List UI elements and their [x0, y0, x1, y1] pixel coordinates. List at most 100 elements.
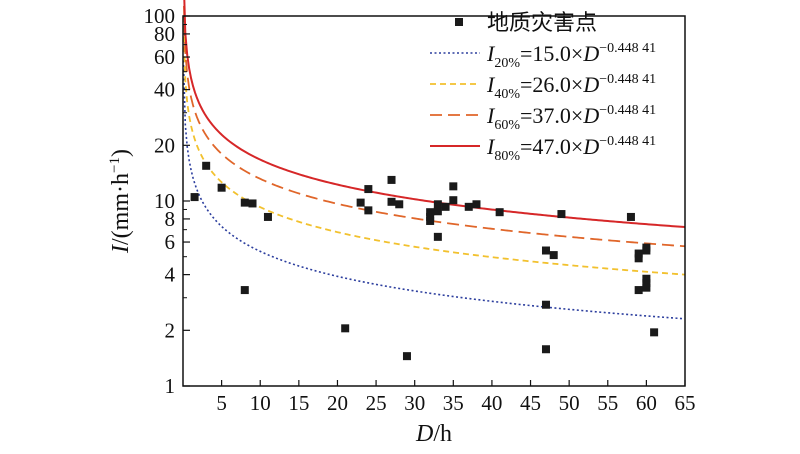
x-tick-label: 50	[559, 391, 580, 415]
x-axis-var: D	[415, 421, 433, 447]
y-axis-unit: /(mm·h	[108, 173, 134, 245]
legend-label-hazard: 地质灾害点	[487, 11, 597, 36]
x-tick-label: 10	[250, 391, 271, 415]
y-axis-unit-close: )	[108, 149, 134, 157]
x-axis-label: D/h	[415, 421, 452, 447]
data-point	[202, 161, 211, 170]
legend-var-d: D	[582, 134, 599, 159]
legend-subscript: 20%	[494, 56, 520, 71]
x-tick-label: 15	[288, 391, 309, 415]
legend-var-d: D	[582, 41, 599, 66]
legend-exponent: −0.448 41	[599, 41, 656, 56]
data-point	[402, 352, 411, 361]
data-point	[541, 345, 550, 354]
data-point	[549, 251, 558, 260]
y-tick-label: 80	[154, 22, 175, 46]
y-tick-label: 100	[144, 4, 176, 28]
y-tick-label: 10	[154, 189, 175, 213]
y-tick-label: 6	[165, 230, 176, 254]
data-point	[650, 328, 659, 337]
data-point	[433, 200, 442, 209]
legend-coef: =15.0×	[520, 41, 583, 66]
legend-var: I	[486, 41, 496, 66]
x-tick-label: 25	[366, 391, 387, 415]
x-tick-label: 55	[597, 391, 618, 415]
data-point	[190, 193, 199, 202]
data-point	[441, 202, 450, 211]
data-point	[240, 198, 249, 207]
data-point	[634, 249, 643, 258]
data-point	[464, 202, 473, 211]
legend-label-80pct: I80%=47.0×D−0.448 41	[486, 134, 656, 164]
x-tick-label: 20	[327, 391, 348, 415]
data-point	[642, 283, 651, 292]
legend-marker-hazard	[455, 18, 463, 26]
y-tick-label: 2	[165, 318, 176, 342]
legend-var: I	[486, 134, 496, 159]
x-axis-unit: /h	[433, 421, 452, 447]
curve-60pct	[182, 0, 686, 248]
x-tick-label: 45	[520, 391, 541, 415]
legend-coef: =37.0×	[520, 103, 583, 128]
legend-subscript: 60%	[494, 118, 520, 133]
data-point	[364, 185, 373, 194]
curve-20pct	[182, 60, 686, 320]
data-point	[433, 232, 442, 241]
curve-40pct	[182, 16, 686, 276]
data-point	[449, 182, 458, 191]
data-point	[248, 199, 257, 208]
data-point	[642, 274, 651, 283]
data-point	[364, 206, 373, 215]
x-tick-label: 65	[675, 391, 696, 415]
data-point	[356, 198, 365, 207]
x-tick-label: 5	[216, 391, 227, 415]
y-tick-label: 8	[165, 207, 176, 231]
data-point	[449, 196, 458, 205]
data-point	[495, 208, 504, 217]
legend-var: I	[486, 72, 496, 97]
y-tick-label: 20	[154, 133, 175, 157]
legend-var-d: D	[582, 72, 599, 97]
data-point	[341, 324, 350, 333]
y-tick-label: 60	[154, 45, 175, 69]
x-tick-label: 40	[481, 391, 502, 415]
legend-coef: =26.0×	[520, 72, 583, 97]
legend-exponent: −0.448 41	[599, 103, 656, 118]
data-point	[541, 246, 550, 255]
data-point	[642, 279, 651, 288]
y-tick-label: 40	[154, 78, 175, 102]
data-point	[263, 212, 272, 221]
data-point	[634, 286, 643, 295]
legend-coef: =47.0×	[520, 134, 583, 159]
legend-exponent: −0.448 41	[599, 72, 656, 87]
data-point	[426, 216, 435, 225]
data-point	[387, 175, 396, 184]
data-point	[395, 200, 404, 209]
axes: 5 10 15 20 25 30 35 40 45 50 55 60 65124681020406080…	[144, 4, 696, 415]
scatter-points	[190, 161, 659, 361]
data-point	[472, 200, 481, 209]
data-point	[426, 208, 435, 217]
data-point	[426, 212, 435, 221]
y-axis-label: I/(mm·h−1)	[107, 149, 134, 254]
legend-var-d: D	[582, 103, 599, 128]
data-point	[217, 183, 226, 192]
data-point	[642, 243, 651, 252]
data-point	[387, 197, 396, 206]
y-tick-label: 4	[165, 263, 176, 287]
y-axis-unit-exponent: −1	[107, 157, 123, 173]
legend-label-40pct: I40%=26.0×D−0.448 41	[486, 72, 656, 102]
data-point	[541, 300, 550, 309]
legend-var: I	[486, 103, 496, 128]
legend-label-20pct: I20%=15.0×D−0.448 41	[486, 41, 656, 71]
legend-label-60pct: I60%=37.0×D−0.448 41	[486, 103, 656, 133]
data-point	[626, 212, 635, 221]
data-point	[240, 286, 249, 295]
x-tick-label: 60	[636, 391, 657, 415]
data-point	[557, 210, 566, 219]
legend-exponent: −0.448 41	[599, 134, 656, 149]
axis-labels: D/h I/(mm·h−1)	[107, 149, 452, 447]
y-tick-label: 1	[165, 374, 176, 398]
